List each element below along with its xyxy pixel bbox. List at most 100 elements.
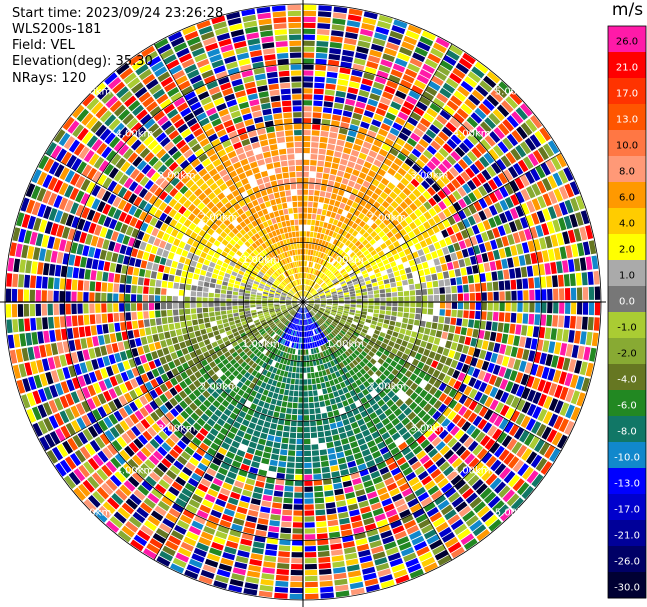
velocity-gate [422, 91, 435, 102]
velocity-gate [267, 410, 274, 417]
velocity-gate [372, 333, 379, 339]
velocity-gate [530, 338, 538, 350]
velocity-gate [251, 547, 264, 555]
velocity-gate [452, 260, 460, 269]
velocity-gate [359, 220, 366, 228]
velocity-gate [468, 377, 477, 387]
velocity-gate [476, 172, 487, 184]
velocity-gate [557, 274, 564, 287]
velocity-gate [263, 402, 270, 409]
velocity-gate [478, 330, 485, 339]
velocity-gate [362, 239, 369, 246]
velocity-gate [558, 371, 567, 385]
velocity-gate [507, 357, 516, 369]
velocity-gate [316, 527, 328, 534]
velocity-gate [446, 49, 460, 61]
velocity-gate [282, 339, 286, 345]
velocity-gate [411, 148, 422, 158]
velocity-gate [303, 100, 313, 106]
velocity-gate [312, 112, 322, 119]
velocity-gate [309, 408, 315, 415]
velocity-gate [352, 278, 358, 283]
velocity-gate [535, 457, 548, 472]
velocity-gate [372, 38, 386, 47]
velocity-gate [443, 105, 455, 116]
velocity-gate [390, 316, 397, 321]
velocity-gate [335, 90, 346, 98]
velocity-gate [499, 344, 507, 355]
velocity-gate [250, 553, 263, 561]
velocity-gate [565, 404, 575, 419]
velocity-gate [379, 96, 391, 106]
velocity-gate [304, 474, 313, 480]
velocity-gate [332, 12, 347, 20]
velocity-gate [327, 342, 332, 348]
velocity-gate [402, 74, 415, 84]
velocity-gate [391, 563, 406, 573]
velocity-gate [65, 278, 72, 290]
velocity-gate [326, 305, 332, 308]
velocity-gate [541, 426, 552, 440]
velocity-gate [505, 407, 515, 420]
velocity-gate [310, 324, 314, 330]
velocity-gate [354, 217, 362, 225]
velocity-gate [456, 318, 463, 326]
velocity-gate [328, 453, 337, 460]
velocity-gate [6, 273, 13, 287]
velocity-gate [382, 274, 389, 280]
velocity-gate [496, 504, 509, 517]
velocity-gate [393, 157, 404, 167]
velocity-gate [369, 93, 381, 102]
velocity-gate [395, 574, 410, 584]
velocity-gate [347, 258, 353, 265]
velocity-gate [510, 279, 517, 290]
velocity-gate [322, 203, 329, 210]
velocity-gate [457, 302, 464, 310]
velocity-gate [95, 292, 101, 302]
velocity-gate [317, 550, 330, 557]
velocity-gate [326, 186, 333, 193]
velocity-gate [364, 135, 375, 144]
velocity-gate [309, 330, 312, 337]
velocity-gate [392, 377, 400, 385]
velocity-gate [325, 343, 330, 349]
velocity-gate [555, 153, 567, 168]
velocity-gate [218, 563, 232, 572]
velocity-gate [251, 461, 260, 469]
velocity-gate [325, 308, 331, 311]
velocity-gate [214, 293, 220, 298]
velocity-gate [386, 399, 395, 408]
velocity-gate [463, 409, 473, 420]
velocity-gate [516, 444, 528, 458]
velocity-gate [335, 176, 343, 183]
velocity-gate [304, 546, 317, 552]
velocity-gate [305, 291, 308, 297]
velocity-gate [480, 139, 492, 151]
velocity-gate [206, 553, 221, 562]
velocity-gate [375, 369, 383, 377]
velocity-gate [357, 418, 365, 427]
velocity-gate [447, 453, 459, 465]
velocity-gate [458, 259, 466, 268]
velocity-gate [203, 312, 209, 318]
velocity-gate [284, 389, 289, 396]
velocity-gate [382, 226, 390, 234]
velocity-gate [459, 466, 471, 478]
velocity-gate [322, 173, 330, 180]
velocity-gate [107, 283, 114, 292]
velocity-gate [303, 10, 317, 17]
velocity-gate [409, 426, 419, 435]
velocity-gate [396, 214, 404, 223]
velocity-gate [298, 391, 303, 397]
velocity-gate [231, 573, 245, 581]
velocity-gate [356, 177, 364, 185]
velocity-gate [386, 268, 393, 274]
velocity-gate [303, 46, 315, 52]
velocity-gate [429, 511, 443, 523]
velocity-gate [328, 138, 337, 145]
velocity-gate [427, 448, 438, 458]
velocity-gate [463, 138, 474, 150]
velocity-gate [422, 334, 429, 342]
velocity-gate [367, 290, 374, 295]
velocity-gate [255, 480, 265, 488]
